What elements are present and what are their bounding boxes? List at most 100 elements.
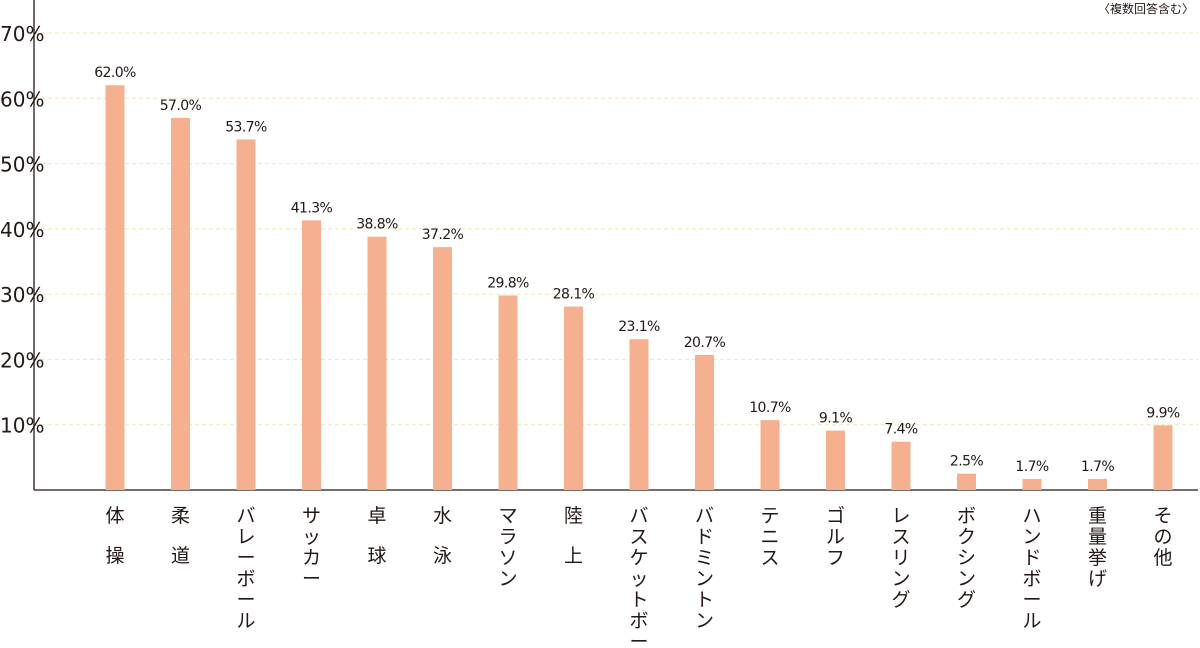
category-label-char: ド [695, 526, 714, 548]
y-tick-label: 30% [0, 283, 44, 307]
category-label-char: シ [957, 547, 976, 569]
category-label-char: バ [236, 505, 255, 527]
category-label-char: ニ [760, 526, 779, 548]
category-label-char: ケ [629, 547, 648, 569]
category-label-char: 柔 [171, 505, 190, 527]
category-label-char: ル [1022, 610, 1041, 632]
value-label: 9.9% [1146, 405, 1179, 421]
value-label: 23.1% [618, 319, 660, 335]
category-label-char: グ [957, 589, 976, 611]
y-tick-labels: 10% 20% 30% 40% 50% 60% 70% [0, 22, 44, 438]
category-label-char: リ [891, 547, 910, 569]
category-label-char: ン [498, 568, 517, 590]
chart-note: 〈複数回答含む〉 [1097, 2, 1194, 16]
category-label: ゴルフ [826, 505, 845, 569]
bar [695, 354, 714, 490]
value-label: 1.7% [1081, 459, 1114, 475]
category-label-char: ク [957, 526, 976, 548]
value-label: 38.8% [356, 217, 398, 233]
bar [564, 306, 583, 490]
value-label: 62.0% [94, 65, 136, 81]
value-label: 7.4% [884, 422, 917, 438]
category-label-char: げ [1088, 568, 1107, 590]
category-label-char: ー [629, 631, 648, 648]
bar [760, 420, 780, 490]
category-label-char: カ [302, 547, 321, 569]
category-label-char: ル [236, 610, 255, 632]
category-label-char: ゴ [826, 505, 845, 527]
value-label: 20.7% [684, 335, 726, 351]
category-label: 体操 [105, 505, 124, 567]
value-label: 10.7% [749, 400, 791, 416]
category-label-char: グ [891, 589, 910, 611]
category-label-char: ボ [957, 505, 976, 527]
y-tick-label: 20% [0, 348, 44, 372]
category-label-char: 陸 [564, 505, 583, 527]
y-tick-label: 60% [0, 87, 44, 111]
category-label-char: 他 [1153, 547, 1172, 569]
category-label-char: バ [695, 505, 714, 527]
category-labels: 体操柔道バレーボールサッカー卓球水泳マラソン陸上バスケットボールバドミントンテニ… [105, 505, 1172, 648]
gridlines [34, 32, 1198, 426]
category-label-char: ー [236, 589, 255, 611]
value-label: 1.7% [1015, 459, 1048, 475]
bar [1022, 478, 1042, 490]
category-label-char: ー [236, 547, 255, 569]
category-label-char: サ [302, 505, 321, 527]
bar [629, 339, 649, 490]
value-label: 9.1% [819, 411, 852, 427]
category-label-char: 挙 [1088, 547, 1107, 569]
bar [498, 295, 518, 490]
category-label-char: 水 [433, 505, 452, 527]
category-label-char: ー [302, 568, 321, 590]
bar [105, 85, 125, 490]
category-label-char: ン [1022, 526, 1041, 548]
category-label-char: フ [826, 547, 845, 569]
bar [236, 139, 256, 490]
bar [1153, 425, 1173, 490]
bar [171, 117, 190, 490]
bar [433, 247, 452, 490]
category-label-char: マ [498, 505, 517, 527]
bars [105, 85, 1173, 490]
value-label: 2.5% [950, 454, 983, 470]
category-label-char: ラ [498, 526, 517, 548]
value-label: 37.2% [422, 227, 464, 243]
category-label-char: そ [1153, 505, 1172, 527]
category-label-char: 道 [171, 545, 190, 567]
category-label-char: 卓 [367, 505, 386, 527]
category-label-char: レ [891, 505, 910, 527]
category-label-char: ッ [302, 526, 321, 548]
category-label: バスケットボール [629, 505, 648, 648]
y-tick-label: 10% [0, 414, 44, 438]
category-label-char: ー [1022, 589, 1041, 611]
category-label-char: ト [695, 589, 714, 611]
category-label-char: ソ [498, 547, 517, 569]
category-label-char: 量 [1088, 526, 1107, 548]
category-label-char: ン [957, 568, 976, 590]
category-label-char: ス [891, 526, 910, 548]
y-tick-label: 40% [0, 218, 44, 242]
category-label-char: ル [826, 526, 845, 548]
value-labels: 62.0% 57.0% 53.7% 41.3% 38.8% 37.2% 29.8% 28.1%… [94, 65, 1180, 475]
category-label-char: ス [629, 526, 648, 548]
category-label-char: ン [695, 568, 714, 590]
category-label-char: の [1153, 526, 1172, 548]
category-label-char: 泳 [433, 545, 452, 567]
axes [33, 0, 1198, 491]
category-label-char: ン [695, 610, 714, 632]
category-label-char: ボ [629, 610, 648, 632]
category-label-char: 上 [564, 545, 583, 567]
bar [302, 220, 321, 490]
category-label: その他 [1153, 505, 1172, 569]
category-label: 卓球 [367, 505, 386, 567]
y-tick-label: 70% [0, 22, 44, 46]
category-label-char: ド [1022, 547, 1041, 569]
